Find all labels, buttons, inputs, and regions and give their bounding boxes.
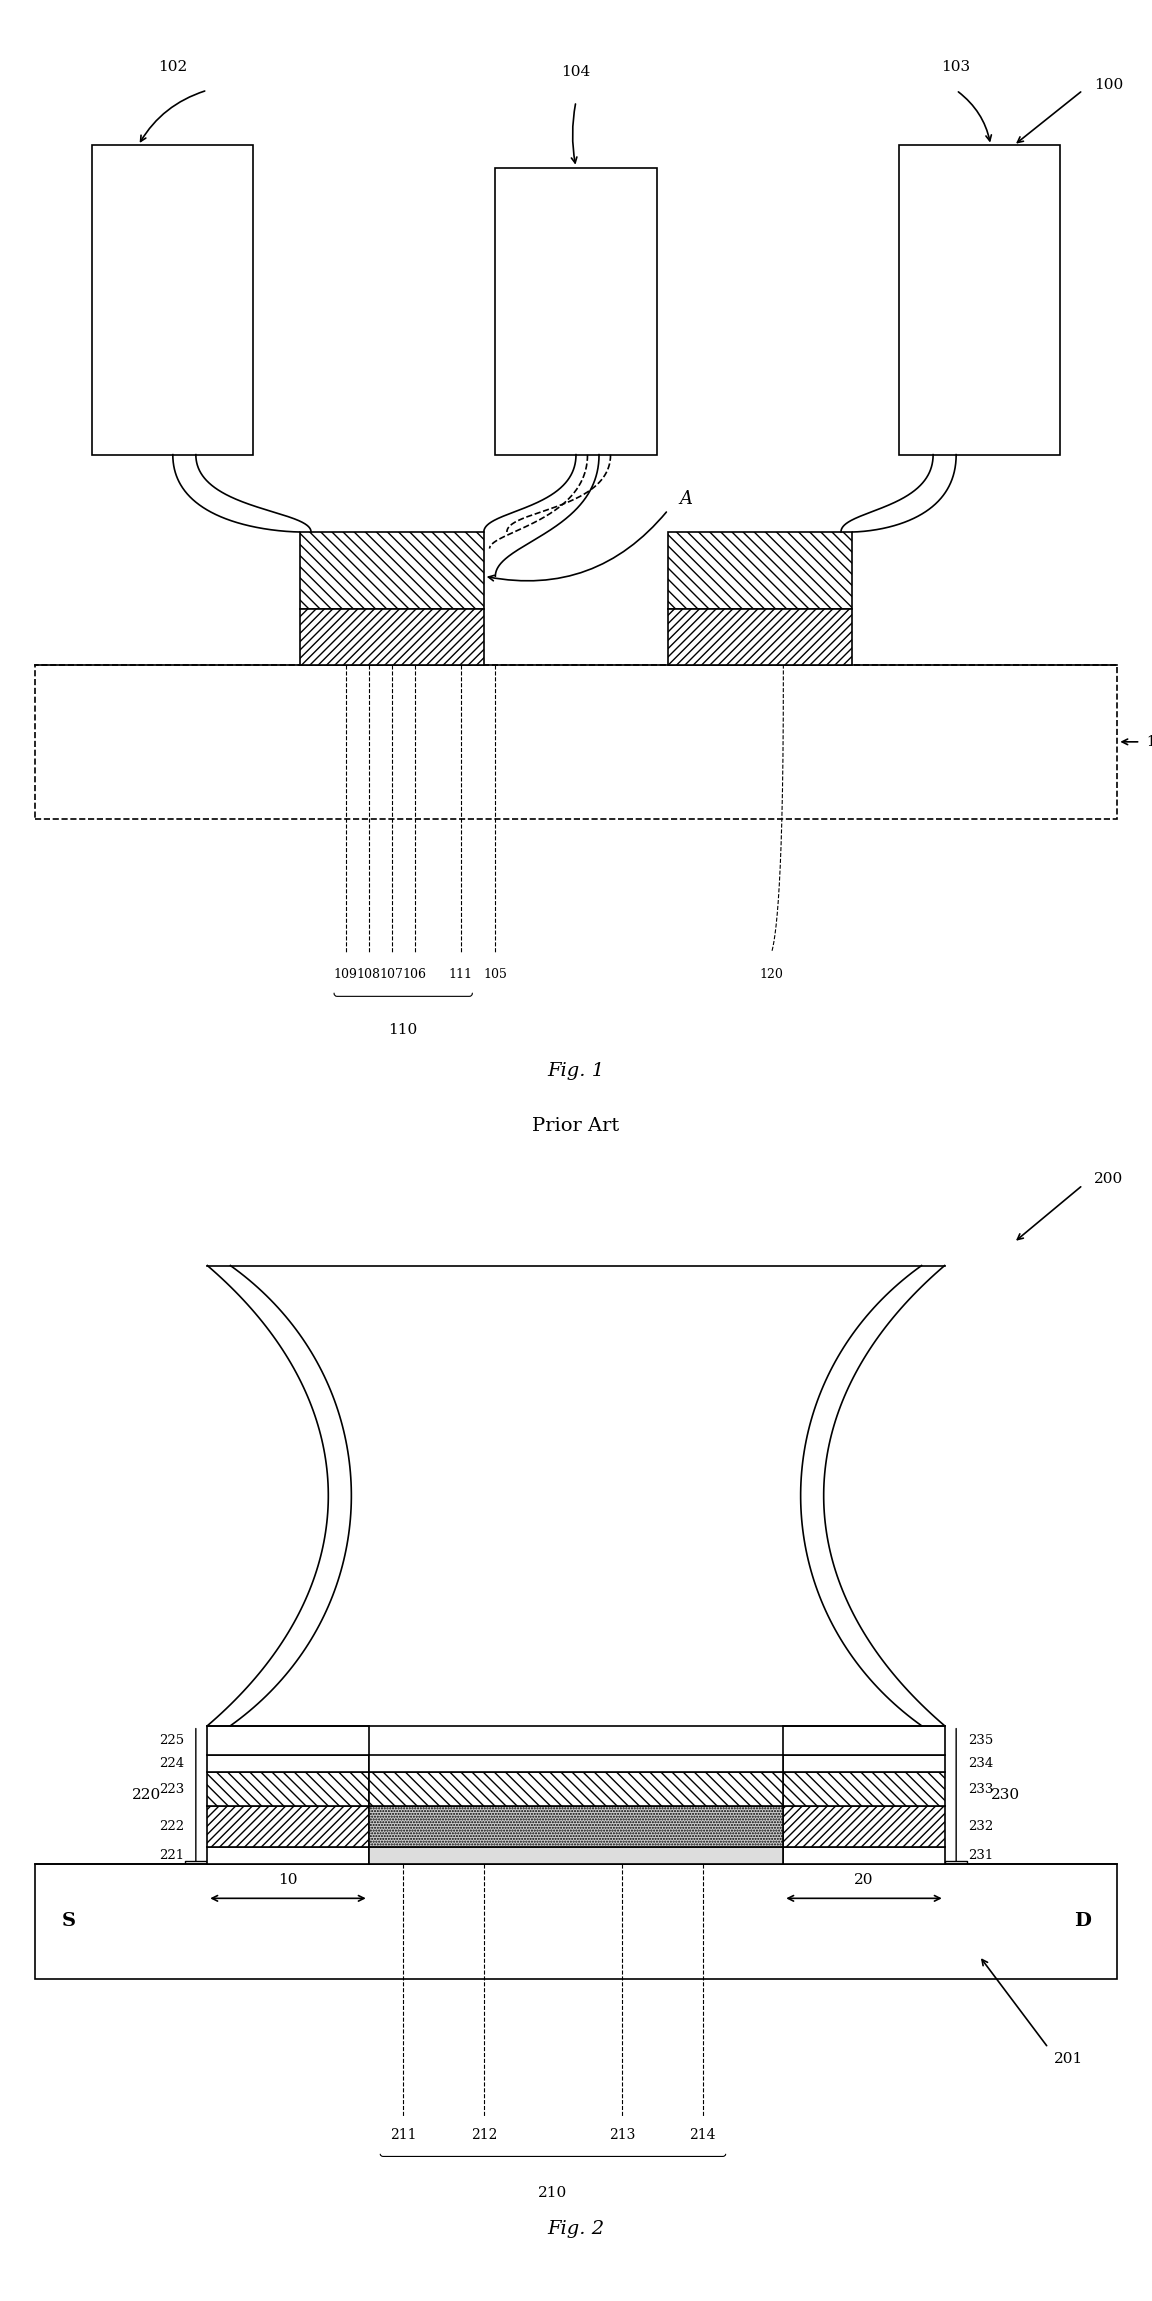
Bar xyxy=(668,532,852,610)
Bar xyxy=(35,1864,1117,1979)
Text: 210: 210 xyxy=(538,2186,568,2200)
Text: 104: 104 xyxy=(561,64,591,78)
Text: 235: 235 xyxy=(968,1733,993,1746)
Text: 213: 213 xyxy=(609,2128,635,2142)
Text: 212: 212 xyxy=(471,2128,497,2142)
Text: S: S xyxy=(62,1912,76,1931)
Bar xyxy=(92,145,253,456)
Text: Fig. 2: Fig. 2 xyxy=(547,2220,605,2239)
Bar xyxy=(207,1753,369,1772)
Text: 100: 100 xyxy=(1094,78,1123,92)
Text: 200: 200 xyxy=(1094,1171,1123,1187)
Text: 224: 224 xyxy=(159,1756,184,1769)
Text: 120: 120 xyxy=(760,969,783,980)
Bar xyxy=(783,1772,945,1806)
Bar xyxy=(207,1845,369,1864)
Bar xyxy=(369,1772,783,1806)
Text: 225: 225 xyxy=(159,1733,184,1746)
Bar xyxy=(668,610,852,665)
Bar xyxy=(495,168,657,456)
Bar xyxy=(207,1772,369,1806)
Bar xyxy=(369,1806,783,1845)
Bar xyxy=(207,1726,369,1753)
Text: 110: 110 xyxy=(388,1024,418,1038)
Text: 230: 230 xyxy=(991,1788,1020,1802)
Text: 233: 233 xyxy=(968,1783,993,1795)
Bar xyxy=(899,145,1060,456)
Text: 234: 234 xyxy=(968,1756,993,1769)
Bar xyxy=(783,1806,945,1845)
Text: Fig. 1: Fig. 1 xyxy=(547,1063,605,1079)
Text: 107: 107 xyxy=(380,969,403,980)
Polygon shape xyxy=(207,1266,945,1726)
Text: 103: 103 xyxy=(941,60,971,74)
Text: 105: 105 xyxy=(484,969,507,980)
Text: 108: 108 xyxy=(357,969,380,980)
Text: 211: 211 xyxy=(389,2128,417,2142)
Text: 101: 101 xyxy=(1146,734,1152,748)
Bar xyxy=(783,1726,945,1753)
Text: 223: 223 xyxy=(159,1783,184,1795)
Bar xyxy=(783,1753,945,1772)
Text: 111: 111 xyxy=(449,969,472,980)
Text: 201: 201 xyxy=(1054,2052,1083,2066)
Bar xyxy=(207,1806,369,1845)
Text: 102: 102 xyxy=(158,60,188,74)
Text: 232: 232 xyxy=(968,1820,993,1834)
Text: 20: 20 xyxy=(855,1873,873,1887)
Text: 220: 220 xyxy=(132,1788,161,1802)
Text: 106: 106 xyxy=(403,969,426,980)
Bar xyxy=(300,532,484,610)
Bar xyxy=(369,1753,783,1772)
Text: 214: 214 xyxy=(689,2128,717,2142)
Text: 222: 222 xyxy=(159,1820,184,1834)
Bar xyxy=(783,1845,945,1864)
Text: 10: 10 xyxy=(279,1873,297,1887)
Text: Prior Art: Prior Art xyxy=(532,1118,620,1134)
Text: 109: 109 xyxy=(334,969,357,980)
Bar xyxy=(369,1845,783,1864)
Bar xyxy=(35,665,1117,819)
Text: 231: 231 xyxy=(968,1848,993,1862)
Bar xyxy=(300,610,484,665)
Text: A: A xyxy=(680,490,692,509)
Text: D: D xyxy=(1075,1912,1091,1931)
Text: 221: 221 xyxy=(159,1848,184,1862)
